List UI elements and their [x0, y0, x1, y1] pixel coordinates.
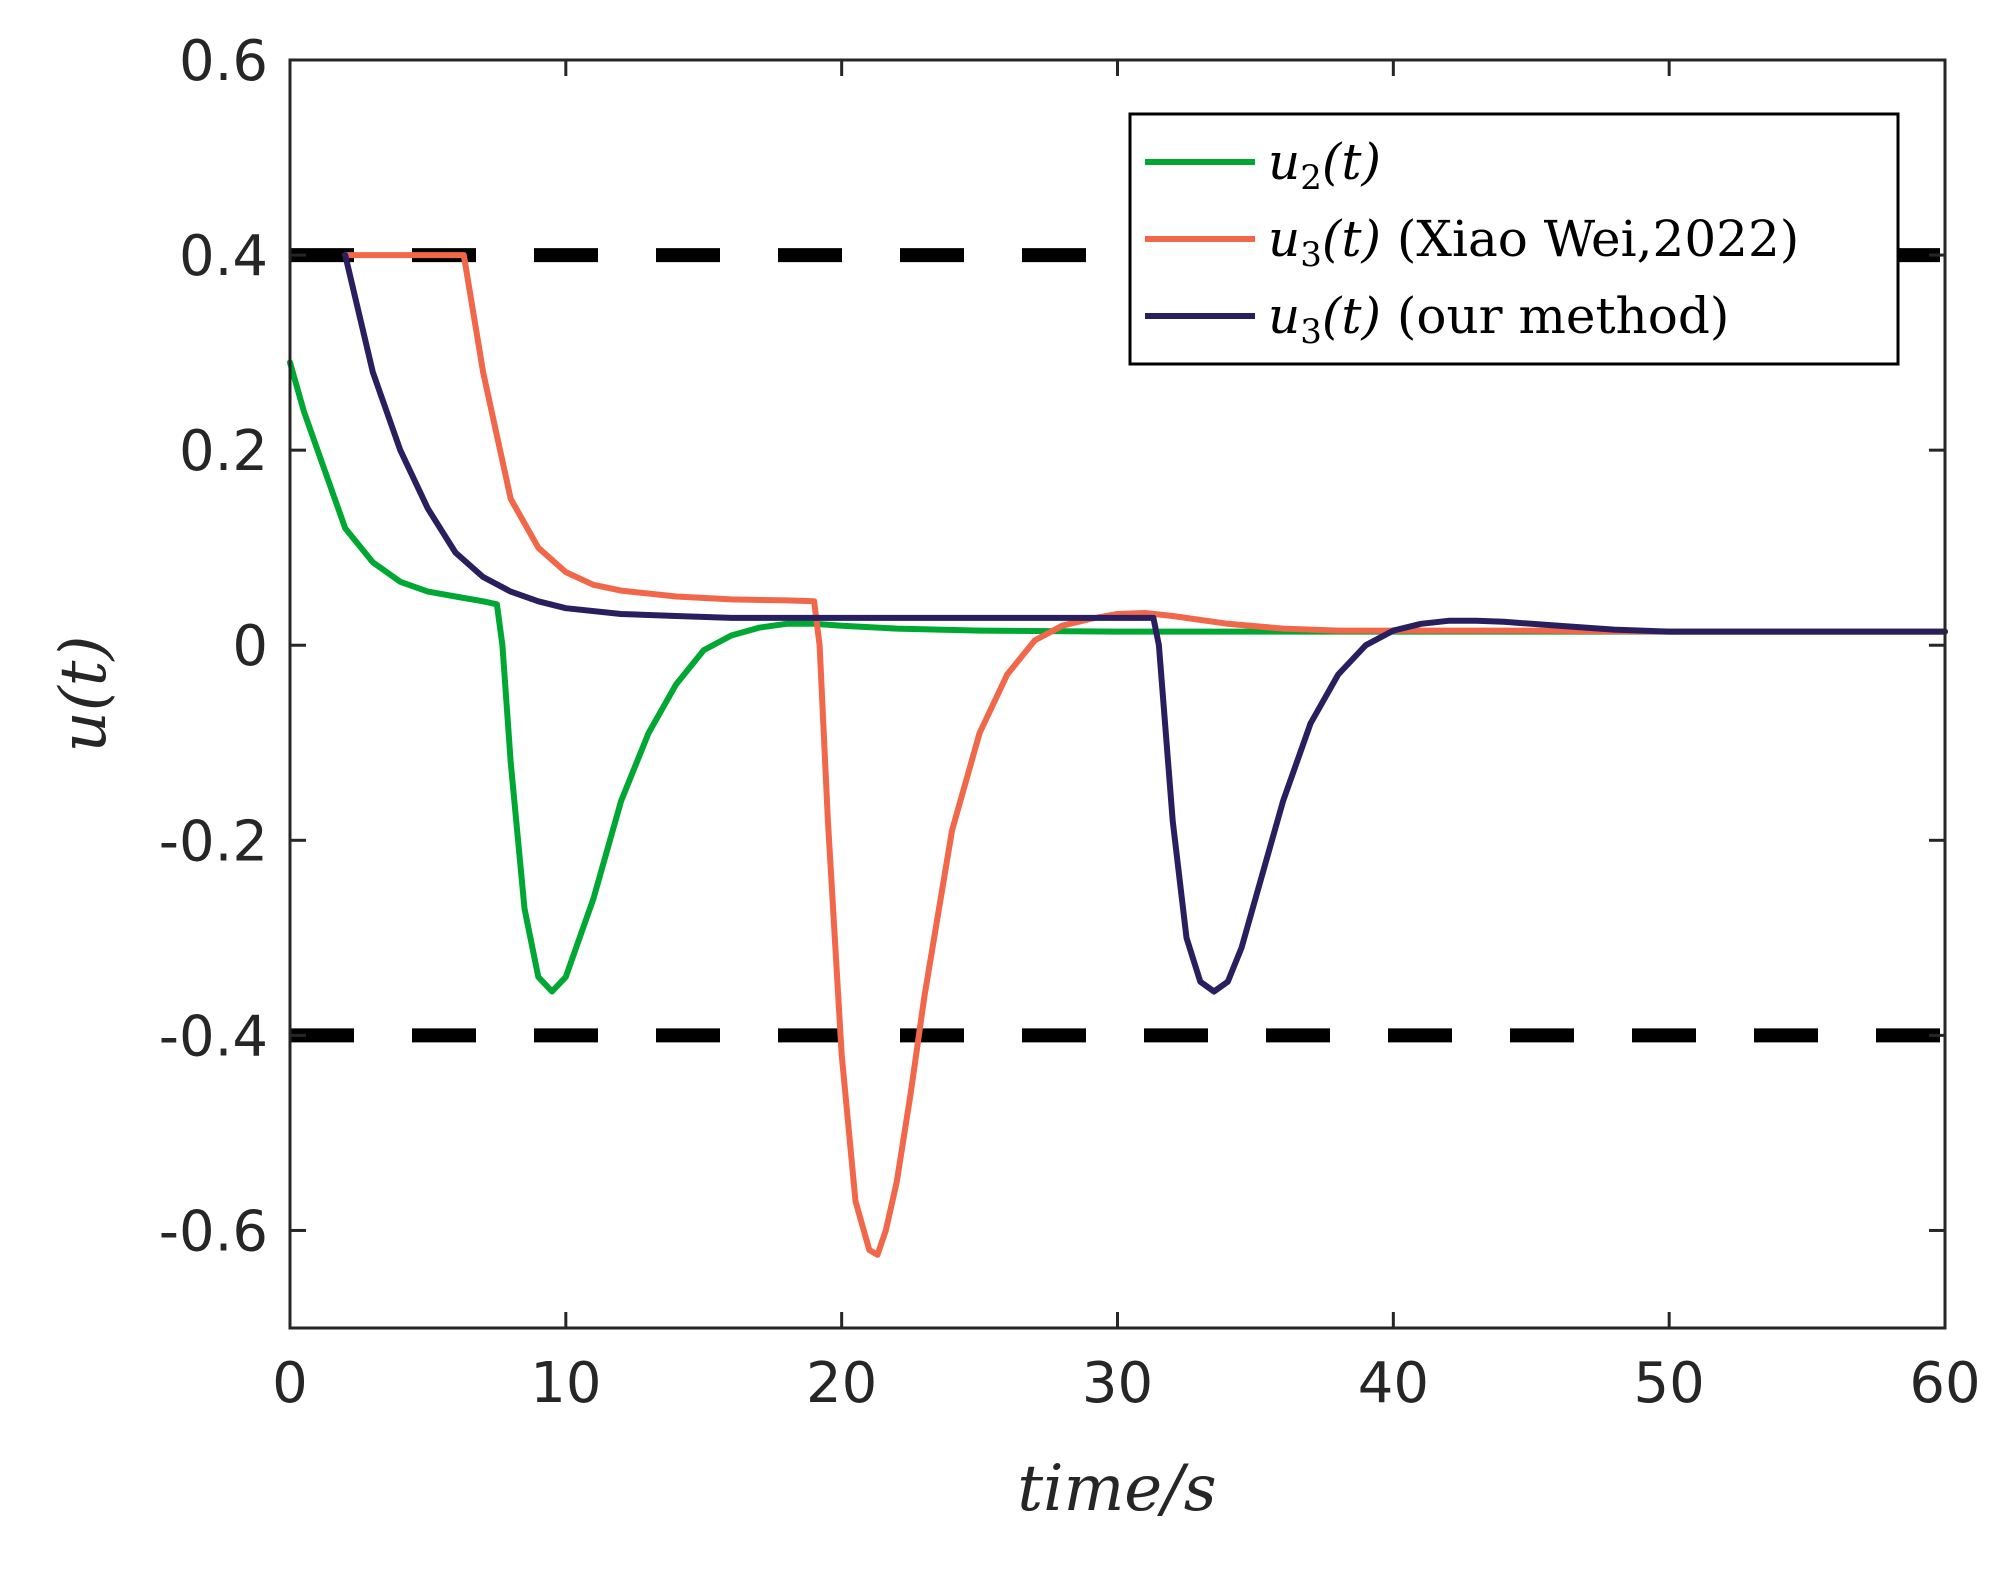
- y-tick-label: -0.4: [159, 1004, 268, 1069]
- x-tick-label: 50: [1634, 1351, 1705, 1416]
- x-tick-label: 10: [530, 1351, 601, 1416]
- y-tick-label: -0.6: [159, 1199, 268, 1264]
- legend: u2(t) u3(t) (Xiao Wei,2022) u3(t) (our met…: [1128, 112, 1900, 366]
- series-line-3: [342, 252, 1948, 995]
- y-tick-label: 0.6: [179, 29, 268, 94]
- x-tick-label: 40: [1358, 1351, 1429, 1416]
- y-axis-label: u(t): [47, 636, 121, 753]
- series-layer: [287, 252, 1948, 1258]
- axis-ticks: 0 10 20 30 40 50 60 -0.6 -0.4 -0.2 0 0.2 0.4 0.6: [159, 29, 1981, 1416]
- legend-label-3: u3(t) (our method): [1268, 287, 1729, 352]
- x-tick-label: 0: [272, 1351, 308, 1416]
- legend-label-2: u3(t) (Xiao Wei,2022): [1268, 210, 1799, 275]
- x-tick-label: 60: [1909, 1351, 1980, 1416]
- y-tick-label: -0.2: [159, 809, 268, 874]
- y-tick-label: 0: [232, 614, 268, 679]
- x-axis-label: time/s: [1017, 1452, 1216, 1526]
- legend-label-1: u2(t): [1268, 133, 1381, 198]
- y-tick-label: 0.4: [179, 224, 268, 289]
- y-tick-label: 0.2: [179, 419, 268, 484]
- x-tick-label: 20: [806, 1351, 877, 1416]
- x-tick-label: 30: [1082, 1351, 1153, 1416]
- legend-box: [1128, 112, 1900, 366]
- series-line-2: [342, 252, 1948, 1258]
- series-line-1: [287, 359, 1948, 995]
